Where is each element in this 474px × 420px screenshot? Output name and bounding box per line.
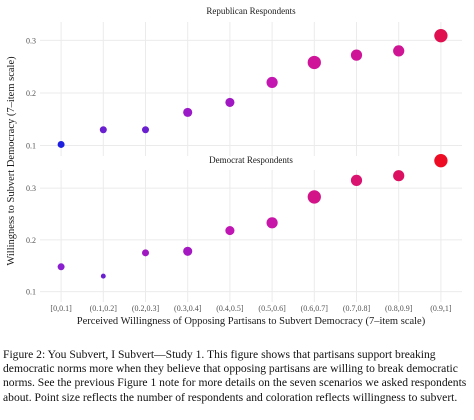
- data-point: [434, 154, 448, 168]
- data-point: [393, 45, 405, 57]
- y-tick-label: 0.2: [26, 89, 36, 98]
- data-point: [183, 246, 193, 256]
- figure-caption: Figure 2: You Subvert, I Subvert—Study 1…: [3, 348, 467, 404]
- y-tick-label: 0.1: [26, 288, 36, 297]
- x-tick-label: (0.8,0.9]: [385, 304, 413, 313]
- data-point: [99, 126, 107, 134]
- x-tick-label: (0.9,1]: [430, 304, 452, 313]
- data-point: [266, 217, 278, 229]
- y-tick-label: 0.3: [26, 36, 36, 45]
- data-point: [350, 49, 363, 61]
- data-point: [393, 170, 405, 182]
- faceted-scatter-chart: Republican Respondents 0.1 0.2 0.3 Democrat …: [6, 6, 462, 327]
- data-point: [100, 273, 106, 279]
- x-tick-label: (0.2,0.3]: [132, 304, 160, 313]
- x-tick-label: [0,0.1]: [50, 304, 72, 313]
- x-tick-label: (0.3,0.4]: [174, 304, 202, 313]
- x-tick-label: (0.4,0.5]: [216, 304, 244, 313]
- panel-title: Democrat Respondents: [209, 155, 293, 165]
- data-point: [183, 107, 193, 117]
- x-tick-label: (0.6,0.7]: [301, 304, 329, 313]
- y-tick-label: 0.1: [26, 141, 36, 150]
- data-point: [307, 55, 321, 70]
- data-point: [57, 263, 65, 271]
- y-tick-label: 0.3: [26, 184, 36, 193]
- data-point: [307, 190, 321, 204]
- x-axis-title: Perceived Willingness of Opposing Partis…: [77, 316, 426, 327]
- y-tick-label: 0.2: [26, 236, 36, 245]
- x-tick-label: (0.5,0.6]: [258, 304, 286, 313]
- data-point: [57, 140, 65, 148]
- data-point: [142, 126, 149, 134]
- data-point: [266, 76, 278, 89]
- panel-title: Republican Respondents: [206, 6, 296, 16]
- x-tick-label: (0.1,0.2]: [90, 304, 118, 313]
- x-tick-label: (0.7,0.8]: [343, 304, 371, 313]
- data-point: [434, 29, 448, 43]
- data-point: [142, 249, 149, 257]
- data-point: [225, 97, 235, 107]
- chart-panels: Republican Respondents 0.1 0.2 0.3 Democrat …: [26, 6, 462, 313]
- data-point: [350, 174, 363, 186]
- y-axis-title: Willingness to Subvert Democracy (7–item…: [6, 56, 17, 266]
- data-point: [225, 226, 235, 236]
